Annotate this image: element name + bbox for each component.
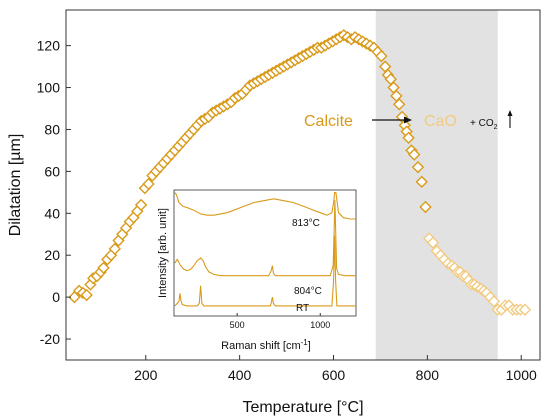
- x-tick-label: 1000: [506, 367, 537, 383]
- inset-series-label: 813°C: [292, 218, 320, 229]
- y-tick-label: 40: [44, 205, 60, 221]
- annotation-co2: + CO2: [470, 118, 498, 131]
- data-point: [80, 288, 93, 302]
- data-point: [108, 242, 121, 256]
- y-tick-label: -20: [40, 331, 60, 347]
- inset-series-labels: 813°C 804°C RT: [292, 218, 322, 314]
- y-tick-label: 0: [52, 289, 60, 305]
- y-tick-label: 80: [44, 121, 60, 137]
- inset-background: [174, 190, 356, 316]
- data-point: [426, 236, 440, 249]
- inset-x-axis-title: Raman shift [cm-1]: [221, 338, 311, 352]
- data-point: [142, 177, 155, 191]
- y-tick-label: 100: [37, 80, 61, 96]
- decomposition-shaded-region: [375, 10, 498, 360]
- annotation-calcite: Calcite: [304, 113, 353, 130]
- data-point: [415, 175, 428, 189]
- inset-x-tick-label: 500: [230, 320, 245, 330]
- reaction-arrowhead: [404, 116, 412, 124]
- data-point: [411, 160, 425, 174]
- data-point: [393, 98, 406, 111]
- inset-x-ticks: 500 1000: [230, 313, 330, 330]
- dilatation-series: [68, 28, 532, 316]
- data-point: [487, 295, 501, 308]
- annotation-cao: CaO: [424, 113, 457, 130]
- y-tick-label: 120: [37, 38, 61, 54]
- data-point: [518, 303, 532, 316]
- gas-release-arrowhead: [507, 110, 513, 116]
- raman-spectrum-line: [174, 200, 356, 277]
- x-tick-label: 400: [228, 367, 252, 383]
- inset-frame: [173, 189, 357, 317]
- y-tick-label: 60: [44, 163, 60, 179]
- y-axis-title: Dilatation [µm]: [7, 134, 24, 237]
- x-axis-ticks: 200 400 600 800 1000: [134, 355, 537, 383]
- x-tick-label: 600: [322, 367, 346, 383]
- inset-series-label: RT: [296, 303, 309, 314]
- inset-y-axis-title: Intensity [arb. unit]: [157, 208, 169, 298]
- y-axis-ticks: -20 0 20 40 60 80 100 120: [37, 38, 71, 347]
- raman-spectrum-line: [174, 191, 356, 220]
- raman-spectrum-line: [174, 235, 356, 307]
- data-point: [97, 261, 110, 274]
- data-point: [419, 200, 432, 214]
- raman-spectra: [174, 191, 356, 307]
- data-point: [408, 148, 421, 161]
- main-plot: 200 400 600 800 1000 -20 0 20 40 60 80 100 120 Temp…: [7, 9, 541, 416]
- x-axis-title: Temperature [°C]: [242, 399, 363, 416]
- x-tick-label: 200: [134, 367, 158, 383]
- data-point: [402, 131, 415, 145]
- data-point: [134, 198, 148, 212]
- y-tick-label: 20: [44, 247, 60, 263]
- inset-x-tick-label: 1000: [310, 320, 330, 330]
- inset-series-label: 804°C: [294, 286, 322, 297]
- x-tick-label: 800: [416, 367, 440, 383]
- data-point: [375, 49, 388, 63]
- plot-frame: [65, 9, 541, 361]
